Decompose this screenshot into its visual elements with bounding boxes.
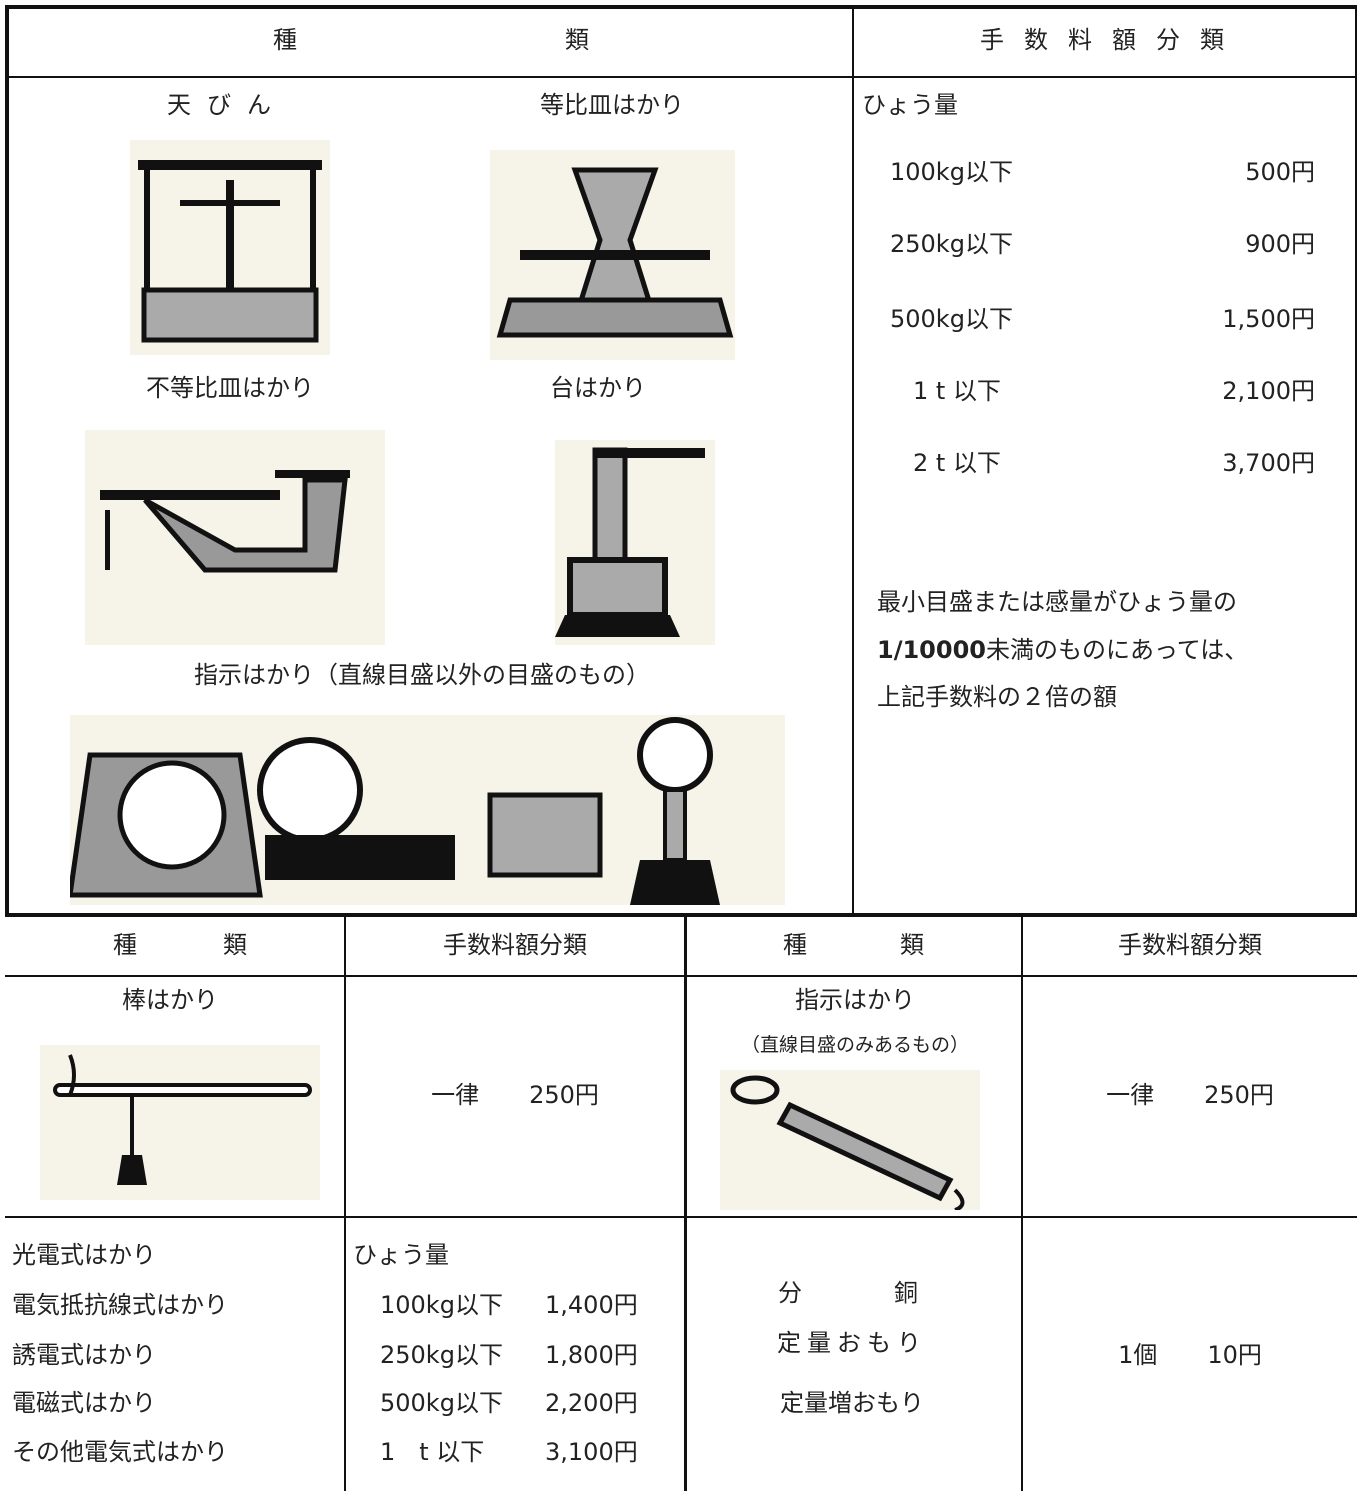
label: 等比皿はかり	[540, 91, 684, 119]
fee-value: 900円	[1245, 230, 1315, 258]
header: 手数料額分類	[980, 26, 1244, 54]
header: 種	[783, 931, 807, 959]
fee-value: 1,400円	[545, 1291, 638, 1319]
border	[5, 975, 1357, 977]
capacity-label: 1 t 以下	[380, 1438, 485, 1466]
label: 不等比皿はかり	[146, 374, 314, 402]
fee-value: 2,200円	[545, 1389, 638, 1417]
header: 種	[113, 931, 137, 959]
label: 指示はかり	[795, 986, 915, 1014]
note: 未満のものにあっては、	[985, 636, 1249, 664]
fee: 1個	[1118, 1341, 1158, 1369]
illustration	[130, 140, 330, 355]
capacity-label: 100kg以下	[890, 158, 1013, 186]
border	[344, 915, 346, 1491]
header: 類	[565, 26, 589, 54]
capacity-label: 500kg以下	[380, 1389, 503, 1417]
border	[852, 5, 854, 917]
capacity-label: 1 t 以下	[913, 377, 1001, 405]
fee-value: 3,100円	[545, 1438, 638, 1466]
header: 種	[273, 26, 297, 54]
fee: 250円	[529, 1081, 599, 1109]
capacity-label: 100kg以下	[380, 1291, 503, 1319]
fee: 一律 250円	[431, 1080, 599, 1110]
border	[5, 1216, 1357, 1218]
border	[5, 5, 1357, 9]
illustration	[85, 430, 385, 645]
fee: 一律	[1106, 1081, 1155, 1109]
note-bold: 1/10000	[877, 636, 986, 664]
capacity-label: 2 t 以下	[913, 449, 1001, 477]
note: 最小目盛または感量がひょう量の	[877, 588, 1237, 616]
label: 定量増おもり	[780, 1389, 924, 1417]
illustration	[70, 715, 785, 905]
note: 1/10000未満のものにあっては、	[877, 635, 1248, 665]
kind-label: 電気抵抗線式はかり	[12, 1291, 228, 1319]
capacity-label: 250kg以下	[380, 1341, 503, 1369]
label: 棒はかり	[122, 986, 218, 1014]
border	[684, 915, 687, 1491]
fee-value: 3,700円	[1222, 449, 1315, 477]
border	[5, 76, 1357, 78]
label: （直線目盛のみあるもの）	[740, 1034, 970, 1056]
header: 類	[900, 931, 924, 959]
label: ひょう量	[353, 1241, 449, 1269]
fee: 一律	[431, 1081, 480, 1109]
capacity-label: 250kg以下	[890, 230, 1013, 258]
illustration	[555, 440, 715, 645]
label: 天びん	[167, 91, 287, 119]
kind-label: 誘電式はかり	[12, 1341, 156, 1369]
fee: 一律 250円	[1106, 1080, 1274, 1110]
kind-label: 光電式はかり	[12, 1241, 156, 1269]
illustration	[490, 150, 735, 360]
label: 指示はかり（直線目盛以外の目盛のもの）	[194, 661, 650, 689]
label: 定量おもり	[777, 1329, 927, 1357]
border	[1355, 5, 1357, 917]
fee-value: 500円	[1245, 158, 1315, 186]
header: 手数料額分類	[1118, 931, 1262, 959]
border	[5, 913, 1357, 917]
capacity-label: 500kg以下	[890, 305, 1013, 333]
label: 台はかり	[550, 374, 646, 402]
fee-value: 1,800円	[545, 1341, 638, 1369]
label: 分	[778, 1279, 802, 1307]
note: 上記手数料の２倍の額	[877, 683, 1117, 711]
label: 銅	[894, 1279, 918, 1307]
header: 類	[223, 931, 247, 959]
fee: 1個 10円	[1118, 1340, 1262, 1370]
border	[1021, 915, 1023, 1491]
illustration	[40, 1045, 320, 1200]
fee-value: 1,500円	[1222, 305, 1315, 333]
illustration	[720, 1070, 980, 1210]
fee: 250円	[1204, 1081, 1274, 1109]
fee: 10円	[1207, 1341, 1262, 1369]
kind-label: その他電気式はかり	[12, 1438, 228, 1466]
border	[5, 5, 9, 917]
header: 手数料額分類	[443, 931, 587, 959]
fee-value: 2,100円	[1222, 377, 1315, 405]
label: ひょう量	[862, 91, 958, 119]
kind-label: 電磁式はかり	[12, 1389, 156, 1417]
